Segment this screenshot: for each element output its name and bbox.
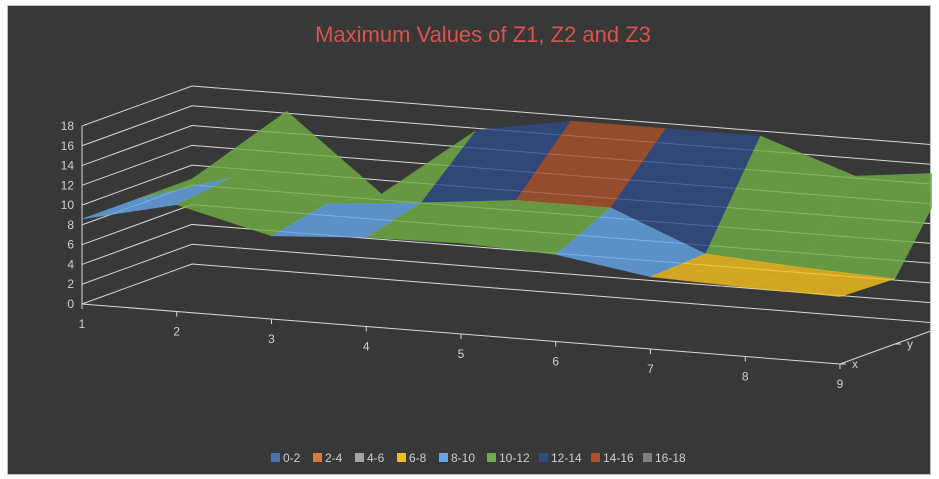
z-tick-label: 14 — [61, 159, 75, 173]
legend-label: 0-2 — [283, 451, 301, 465]
z-tick-label: 6 — [67, 238, 74, 252]
legend-swatch — [355, 453, 364, 462]
legend-swatch — [439, 453, 448, 462]
z-tick-label: 2 — [67, 277, 74, 291]
legend-item: 6-8 — [397, 451, 427, 465]
legend-label: 4-6 — [367, 451, 385, 465]
gridline — [81, 263, 932, 324]
legend-swatch — [397, 453, 406, 462]
legend-label: 2-4 — [325, 451, 343, 465]
x-tick-label: 2 — [173, 325, 180, 339]
x-tick-label: 5 — [458, 347, 465, 361]
legend-item: 2-4 — [313, 451, 343, 465]
x-tick-label: 6 — [552, 355, 559, 369]
z-tick-label: 18 — [61, 119, 75, 133]
legend: 0-2 2-4 4-6 6-8 8-10 10-12 12-14 14-16 16-18 — [271, 451, 686, 465]
legend-item: 12-14 — [539, 451, 582, 465]
x-tick-label: 3 — [268, 332, 275, 346]
z-tick-label: 10 — [61, 198, 75, 212]
legend-item: 14-16 — [591, 451, 634, 465]
depth-tick-label: y — [907, 337, 913, 351]
surface-patch — [745, 266, 896, 298]
legend-swatch — [487, 453, 496, 462]
chart-frame: Maximum Values of Z1, Z2 and Z3 0 2 4 6 8 10 1… — [7, 5, 932, 475]
x-tick-label: 9 — [837, 377, 844, 391]
x-tick-label: 1 — [79, 317, 86, 331]
x-tick-label: 7 — [647, 362, 654, 376]
axes: 024681012141618123456789xyz — [61, 119, 932, 391]
legend-swatch — [271, 453, 280, 462]
legend-label: 10-12 — [499, 451, 530, 465]
legend-label: 8-10 — [451, 451, 475, 465]
legend-item: 16-18 — [643, 451, 686, 465]
legend-swatch — [539, 453, 548, 462]
z-tick-label: 12 — [61, 178, 75, 192]
legend-item: 0-2 — [271, 451, 301, 465]
legend-swatch — [591, 453, 600, 462]
z-tick-label: 0 — [67, 297, 74, 311]
legend-swatch — [643, 453, 652, 462]
x-tick-label: 4 — [363, 340, 370, 354]
surface-chart: Maximum Values of Z1, Z2 and Z3 0 2 4 6 8 10 1… — [61, 22, 932, 465]
legend-label: 16-18 — [655, 451, 686, 465]
surface — [81, 110, 932, 298]
legend-label: 6-8 — [409, 451, 427, 465]
depth-tick-label: x — [852, 357, 858, 371]
gridline — [81, 85, 932, 146]
z-tick-label: 4 — [67, 257, 74, 271]
x-tick-label: 8 — [742, 370, 749, 384]
z-tick-label: 8 — [67, 218, 74, 232]
legend-label: 14-16 — [603, 451, 634, 465]
legend-label: 12-14 — [551, 451, 582, 465]
gridline — [81, 243, 932, 304]
chart-title: Maximum Values of Z1, Z2 and Z3 — [315, 22, 651, 47]
legend-swatch — [313, 453, 322, 462]
legend-item: 4-6 — [355, 451, 385, 465]
legend-item: 8-10 — [439, 451, 475, 465]
z-tick-label: 16 — [61, 139, 75, 153]
legend-item: 10-12 — [487, 451, 530, 465]
